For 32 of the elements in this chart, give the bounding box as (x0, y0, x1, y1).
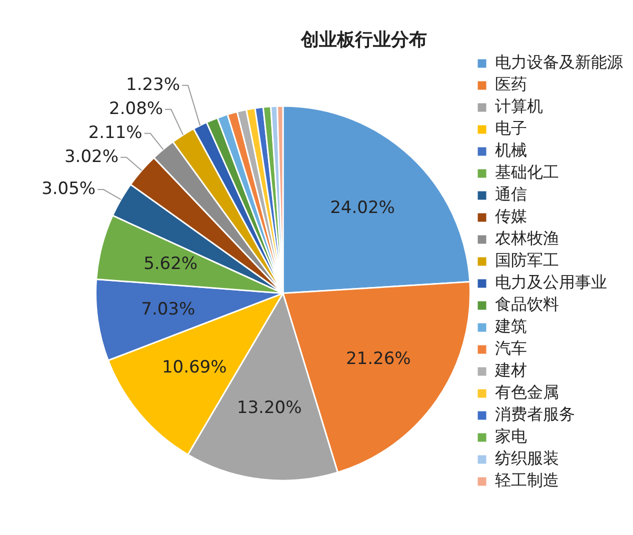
legend-label: 基础化工 (495, 162, 559, 182)
data-label: 2.08% (109, 98, 164, 119)
legend-label: 国防军工 (495, 250, 559, 270)
legend-label: 建材 (494, 360, 527, 380)
legend-label: 建筑 (494, 316, 527, 336)
legend-label: 汽车 (495, 338, 527, 358)
chart-title: 创业板行业分布 (300, 29, 427, 50)
legend-label: 食品饮料 (495, 294, 559, 314)
legend-label: 电力及公用事业 (495, 272, 607, 292)
data-label: 7.03% (141, 300, 196, 320)
legend-label: 计算机 (495, 96, 543, 116)
legend-label: 农林牧渔 (495, 228, 559, 248)
legend-label: 轻工制造 (495, 470, 559, 490)
legend-label: 消费者服务 (495, 404, 575, 424)
legend-label: 电子 (495, 118, 527, 138)
data-label: 2.11% (88, 122, 142, 143)
data-label: 1.23% (126, 74, 180, 95)
legend-label: 通信 (495, 184, 527, 204)
data-label: 5.62% (144, 254, 198, 274)
legend-label: 家电 (495, 426, 527, 446)
data-label: 3.02% (64, 146, 119, 167)
legend-label: 医药 (495, 74, 527, 94)
data-label: 21.26% (346, 348, 411, 369)
data-label: 13.20% (236, 398, 302, 418)
legend-label: 传媒 (495, 206, 527, 226)
data-label: 10.69% (162, 358, 227, 378)
legend-label: 机械 (495, 140, 527, 160)
data-label: 3.05% (42, 178, 96, 199)
legend-label: 有色金属 (495, 382, 559, 402)
legend-label: 电力设备及新能源 (495, 52, 623, 72)
data-label: 24.02% (330, 198, 395, 218)
legend-label: 纺织服装 (495, 448, 559, 468)
